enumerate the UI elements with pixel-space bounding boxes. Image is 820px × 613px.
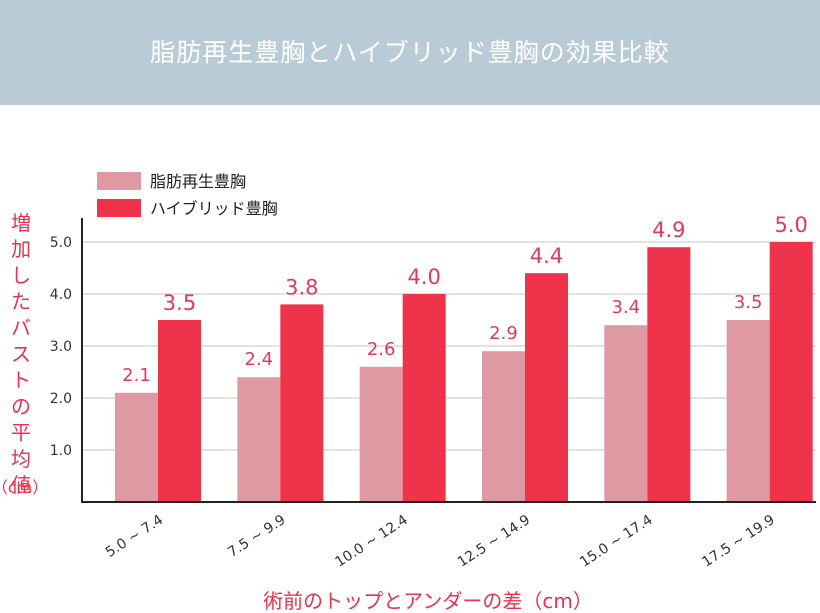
y-axis-title-char: 均 [11,447,31,471]
data-label: 4.4 [530,244,563,268]
y-axis-title-char: た [11,290,31,314]
bar-hybrid-5 [769,242,813,502]
y-tick-label: 1.0 [50,443,72,459]
chart-title: 脂肪再生豊胸とハイブリッド豊胸の効果比較 [150,38,670,67]
x-axis-title: 術前のトップとアンダーの差（cm） [263,589,593,613]
x-tick-label: 12.5 ~ 14.9 [455,512,533,571]
legend-label: 脂肪再生豊胸 [150,172,246,191]
bar-fat-graft-0 [115,392,158,502]
data-label: 3.8 [285,275,318,299]
y-axis-unit: （cm） [0,478,48,497]
bar-fat-graft-3 [482,351,525,502]
bar-hybrid-1 [280,304,324,502]
x-tick-label: 10.0 ~ 12.4 [333,512,411,571]
x-tick-label: 7.5 ~ 9.9 [225,512,288,561]
legend-swatch [97,199,141,217]
data-label: 3.5 [734,292,763,313]
data-label: 3.5 [163,291,196,315]
data-label: 4.0 [407,265,440,289]
data-label: 2.6 [367,339,396,360]
legend-swatch [97,172,141,190]
bar-fat-graft-1 [237,377,281,502]
bar-hybrid-3 [525,273,568,502]
legend-label: ハイブリッド豊胸 [150,199,278,218]
bar-hybrid-0 [158,320,201,502]
data-label: 3.4 [612,297,641,318]
x-tick-label: 5.0 ~ 7.4 [103,512,166,561]
bar-hybrid-2 [402,294,446,502]
x-tick-label: 15.0 ~ 17.4 [577,512,655,571]
y-axis-title-char: ト [11,368,31,392]
bar-hybrid-4 [647,247,691,502]
bar-fat-graft-4 [604,325,648,502]
data-label: 2.4 [245,349,274,370]
x-tick-label: 17.5 ~ 19.9 [700,512,778,571]
y-tick-label: 3.0 [50,339,72,355]
y-axis-title-char: し [11,263,31,287]
y-axis-title-char: の [11,394,31,418]
y-axis-title-char: バ [11,316,31,340]
y-axis-title-char: 加 [11,237,31,261]
data-label: 2.1 [122,365,151,386]
y-axis-title-char: ス [11,342,31,366]
y-axis-title-char: 値 [11,473,31,497]
bar-fat-graft-5 [726,320,770,502]
y-axis-title: 増 [11,211,31,235]
y-tick-label: 5.0 [50,235,72,251]
title-banner [0,0,820,105]
data-label: 2.9 [489,323,518,344]
y-tick-label: 4.0 [50,287,72,303]
y-axis-title-char: 平 [11,421,31,445]
y-tick-label: 2.0 [50,391,72,407]
data-label: 5.0 [774,213,807,237]
bar-fat-graft-2 [359,366,403,502]
data-label: 4.9 [652,218,685,242]
